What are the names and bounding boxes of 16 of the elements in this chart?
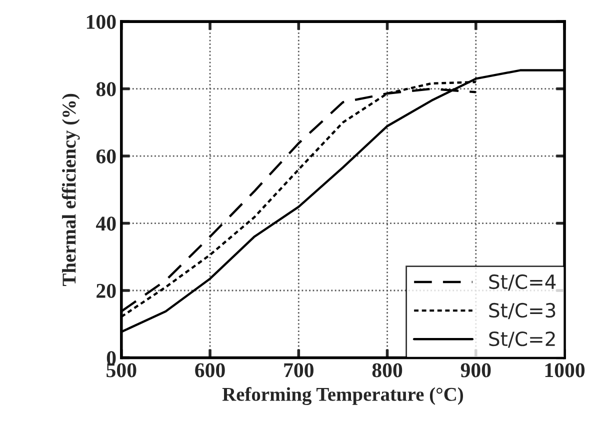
x-tick-label: 500	[106, 363, 136, 378]
y-tick-label: 40	[96, 216, 116, 231]
x-tick-label: 600	[195, 363, 225, 378]
legend-label: St/C=3	[489, 302, 556, 320]
y-tick-label: 20	[96, 284, 116, 298]
legend-label: St/C=4	[489, 274, 556, 291]
y-tick-label: 60	[96, 149, 116, 164]
x-tick-label: 900	[460, 363, 491, 378]
y-tick-label: 100	[86, 14, 116, 29]
x-axis-title: Reforming Temperature (°C)	[222, 387, 464, 406]
x-tick-label: 700	[284, 363, 314, 378]
y-tick-label: 80	[96, 82, 116, 96]
y-axis-title: Thermal efficiency (%)	[62, 94, 80, 286]
x-tick-label: 800	[372, 363, 402, 378]
legend-label: St/C=2	[489, 331, 555, 348]
x-tick-label: 1000	[545, 363, 585, 378]
